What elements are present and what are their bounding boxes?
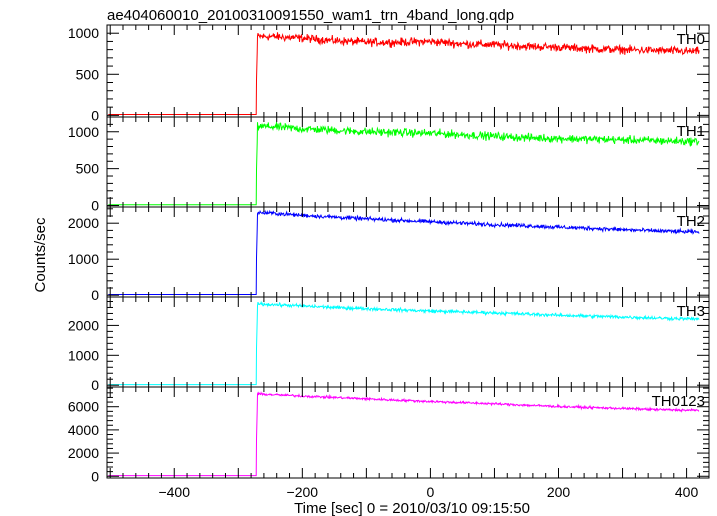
panel-th2: 0 1000 2000 TH2 [68, 206, 710, 303]
y-tick-label: 0 [91, 198, 99, 214]
y-tick-label: 1000 [68, 124, 99, 140]
x-tick-label: 200 [547, 484, 571, 500]
panel-th3: 0 1000 2000 TH3 [68, 296, 710, 393]
series-line-th0123 [108, 391, 700, 477]
panel-th0: 0 500 1000 TH0 [68, 24, 710, 123]
chart-title: ae404060010_20100310091550_wam1_trn_4ban… [107, 7, 514, 24]
y-tick-label: 6000 [68, 399, 99, 415]
y-tick-label: 2000 [68, 445, 99, 461]
panel-frame [106, 386, 710, 479]
x-tick-label: 0 [427, 484, 435, 500]
y-tick-label: 2000 [68, 215, 99, 231]
x-axis-label: Time [sec] 0 = 2010/03/10 09:15:50 [294, 500, 530, 516]
y-tick-label: 0 [91, 377, 99, 393]
y-tick-label: 0 [91, 468, 99, 484]
panel-frame [106, 116, 710, 208]
panel-th1: 0 500 1000 TH1 [68, 116, 710, 214]
y-tick-label: 1000 [68, 347, 99, 363]
y-tick-label: 1000 [68, 251, 99, 267]
series-label-th0: TH0 [677, 31, 705, 48]
series-label-th3: TH3 [677, 303, 705, 320]
panel-th0123: 0 2000 4000 6000 TH0123 [68, 386, 710, 484]
series-line-th2 [108, 209, 700, 295]
series-label-th2: TH2 [677, 213, 705, 230]
y-tick-label: 0 [91, 287, 99, 303]
series-label-th0123: TH0123 [652, 393, 705, 410]
series-line-th1 [108, 121, 700, 206]
series-line-th0 [108, 32, 700, 115]
series-line-th3 [108, 300, 700, 386]
x-tick-label: 400 [675, 484, 699, 500]
y-tick-label: 0 [91, 107, 99, 123]
panel-frame [106, 24, 710, 118]
y-tick-label: 2000 [68, 317, 99, 333]
y-tick-label: 500 [76, 161, 100, 177]
x-tick-label: −200 [287, 484, 319, 500]
x-tick-label: −400 [158, 484, 190, 500]
y-tick-label: 1000 [68, 25, 99, 41]
y-axis-label: Counts/sec [32, 217, 49, 293]
series-label-th1: TH1 [677, 123, 705, 140]
y-tick-label: 500 [76, 66, 100, 82]
y-tick-label: 4000 [68, 422, 99, 438]
